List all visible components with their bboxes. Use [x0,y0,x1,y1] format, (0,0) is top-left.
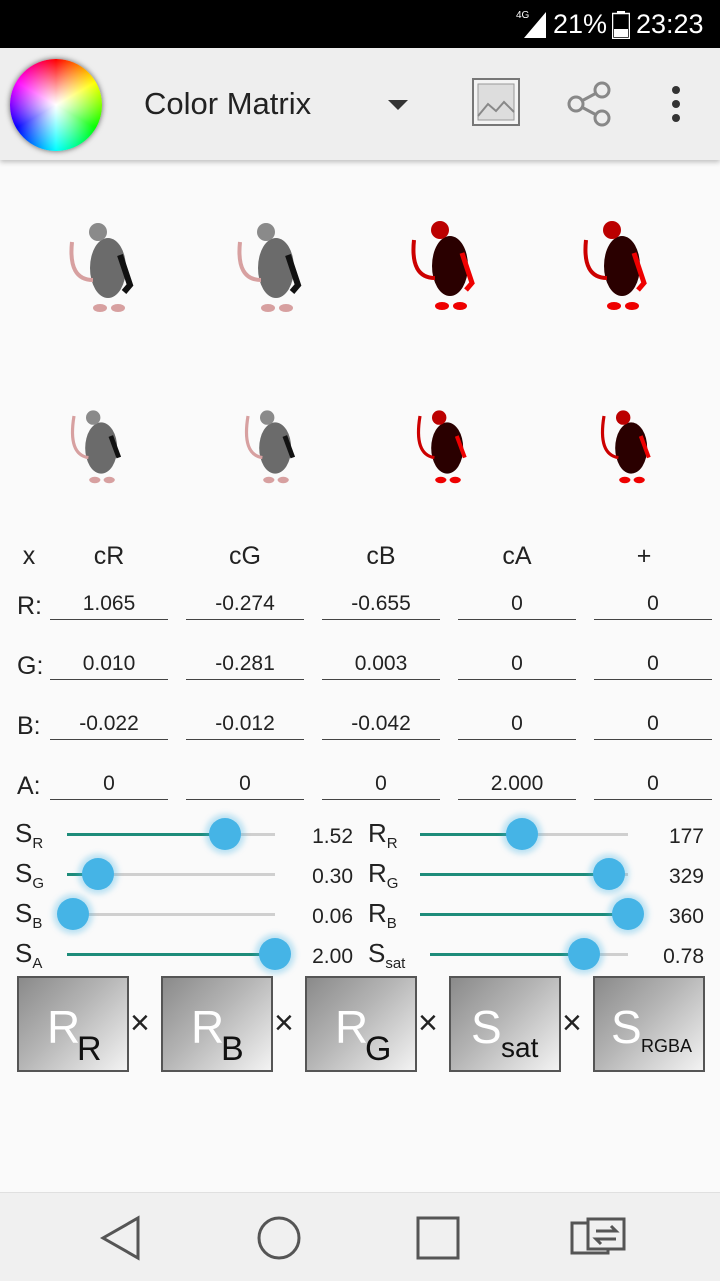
matrix-header: cG [229,542,261,570]
navigation-bar [0,1192,720,1281]
slider-value: 360 [668,905,704,928]
multiply-sign: × [130,1004,150,1042]
matrix-cell[interactable]: 0.010 [50,649,168,680]
slider-thumb[interactable] [568,938,601,970]
battery-icon [612,11,630,39]
matrix-cell[interactable]: -0.281 [186,649,304,680]
slider-value: 1.52 [312,825,353,848]
slider-value: 2.00 [312,945,353,968]
slider-label: RB [368,898,397,932]
recents-icon[interactable] [415,1215,461,1261]
matrix-row-label: A: [17,772,41,800]
matrix-header: cB [366,542,396,570]
matrix-cell[interactable]: 2.000 [458,769,576,800]
rotate-g-slider[interactable] [420,858,628,890]
matrix-cell[interactable]: -0.022 [50,709,168,740]
slider-value: 0.78 [663,945,704,968]
slider-label: SA [15,938,43,972]
matrix-header: cR [93,542,125,570]
matrix-header: + [636,542,652,570]
slider-thumb[interactable] [612,898,644,930]
matrix-cell[interactable]: 0.003 [322,649,440,680]
share-icon[interactable] [564,80,614,128]
matrix-button-ssat[interactable]: S sat [449,976,561,1072]
multiply-sign: × [418,1004,438,1042]
slider-label: RG [368,858,399,892]
multiply-sign: × [274,1004,294,1042]
scale-g-slider[interactable] [67,858,275,890]
matrix-row-label: B: [17,712,41,740]
matrix-header: cA [502,542,532,570]
slider-thumb[interactable] [209,818,242,850]
slider-value: 329 [668,865,704,888]
slider-thumb[interactable] [593,858,626,890]
home-icon[interactable] [256,1215,302,1261]
color-wheel-icon[interactable] [10,59,102,151]
matrix-button-rg[interactable]: R G [305,976,417,1072]
matrix-cell[interactable]: -0.274 [186,589,304,620]
rotate-r-slider[interactable] [420,818,628,850]
clock: 23:23 [636,9,704,39]
slider-label: SR [15,818,44,852]
matrix-header: x [22,542,36,570]
slider-value: 0.06 [312,905,353,928]
rat-thumbnail[interactable] [58,396,138,492]
slider-thumb[interactable] [505,818,538,850]
scale-a-slider[interactable] [67,938,291,970]
rat-thumbnail[interactable] [588,396,668,492]
dropdown-arrow-icon[interactable] [388,100,408,110]
rat-thumbnail[interactable] [232,396,312,492]
network-type: 4G [516,10,530,21]
battery-percent: 21% [553,9,608,39]
matrix-cell[interactable]: 0 [322,769,440,800]
matrix-cell[interactable]: 0 [458,709,576,740]
slider-thumb[interactable] [82,858,115,890]
overflow-menu-icon[interactable] [664,84,688,124]
rotate-b-slider[interactable] [420,898,644,930]
back-icon[interactable] [100,1215,142,1261]
rat-thumbnail[interactable] [58,210,158,320]
app-bar: Color Matrix [0,48,720,160]
slider-thumb[interactable] [259,938,291,970]
matrix-button-rr[interactable]: R R [17,976,129,1072]
status-bar: 4G 21% 23:23 [0,0,720,48]
rat-thumbnail[interactable] [400,208,500,318]
image-icon[interactable] [472,78,520,126]
page-title[interactable]: Color Matrix [144,86,312,121]
matrix-row-label: G: [17,652,44,680]
rat-thumbnail[interactable] [404,396,484,492]
switch-app-icon[interactable] [568,1217,628,1259]
matrix-cell[interactable]: -0.012 [186,709,304,740]
matrix-cell[interactable]: -0.042 [322,709,440,740]
multiply-sign: × [562,1004,582,1042]
saturation-slider[interactable] [430,938,628,970]
matrix-row-label: R: [17,592,42,620]
slider-label: SG [15,858,45,892]
matrix-cell[interactable]: 0 [186,769,304,800]
slider-value: 177 [668,825,704,848]
matrix-cell[interactable]: 0 [50,769,168,800]
matrix-button-rb[interactable]: R B [161,976,273,1072]
matrix-cell[interactable]: -0.655 [322,589,440,620]
matrix-cell[interactable]: 0 [458,589,576,620]
signal-icon [524,12,546,38]
slider-label: SB [15,898,43,932]
scale-r-slider[interactable] [67,818,275,850]
slider-thumb[interactable] [57,898,90,930]
matrix-cell[interactable]: 0 [594,769,712,800]
matrix-cell[interactable]: 0 [594,649,712,680]
rat-thumbnail[interactable] [572,208,672,318]
matrix-cell[interactable]: 0 [594,589,712,620]
matrix-button-srgba[interactable]: S RGBA [593,976,705,1072]
slider-label: RR [368,818,398,852]
rat-thumbnail[interactable] [226,210,326,320]
slider-label: Ssat [368,938,406,972]
slider-value: 0.30 [312,865,353,888]
matrix-cell[interactable]: 0 [594,709,712,740]
matrix-cell[interactable]: 0 [458,649,576,680]
matrix-cell[interactable]: 1.065 [50,589,168,620]
scale-b-slider[interactable] [57,898,275,930]
